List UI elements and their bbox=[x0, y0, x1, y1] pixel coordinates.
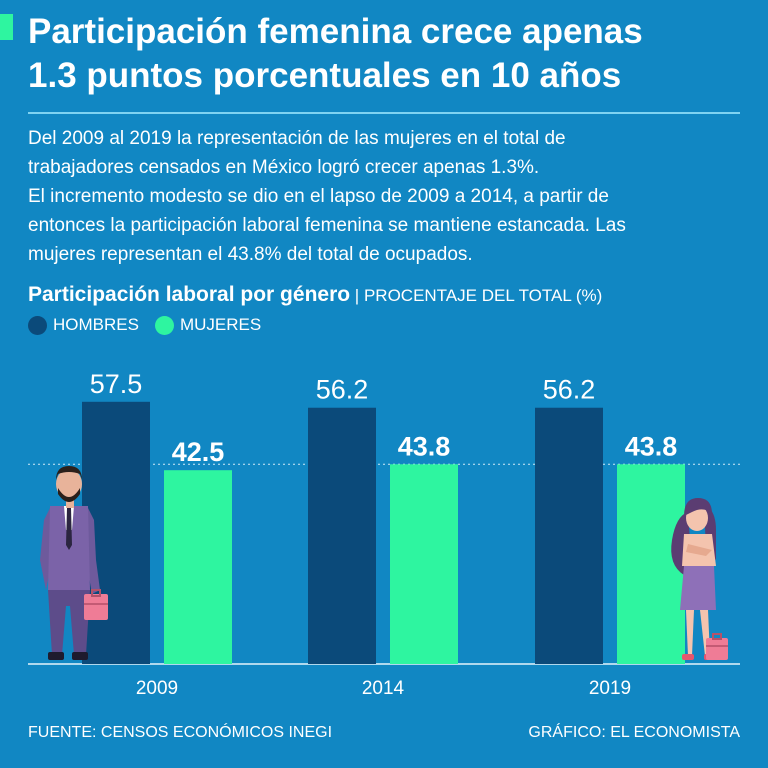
chart-heading: Participación laboral por género | PROCE… bbox=[28, 283, 602, 307]
bar-hombres-2019 bbox=[535, 407, 603, 664]
value-label-mujeres-2014: 43.8 bbox=[398, 431, 451, 461]
value-label-hombres-2014: 56.2 bbox=[316, 375, 369, 405]
title-divider bbox=[28, 112, 740, 114]
bar-hombres-2014 bbox=[308, 407, 376, 664]
value-label-mujeres-2019: 43.8 bbox=[625, 431, 678, 461]
value-label-hombres-2019: 56.2 bbox=[543, 375, 596, 405]
legend-item-mujeres: MUJERES bbox=[154, 315, 262, 335]
intro-text: Del 2009 al 2019 la representación de la… bbox=[28, 124, 743, 269]
bar-mujeres-2009 bbox=[164, 470, 232, 664]
legend-label-hombres: HOMBRES bbox=[53, 315, 139, 334]
title-line-1: Participación femenina crece apenas bbox=[28, 12, 643, 51]
chart-legend: HOMBRES MUJERES bbox=[28, 315, 277, 335]
value-label-hombres-2009: 57.5 bbox=[90, 369, 143, 399]
x-tick-label-2014: 2014 bbox=[362, 678, 405, 699]
legend-label-mujeres: MUJERES bbox=[179, 315, 262, 334]
x-tick-label-2019: 2019 bbox=[589, 678, 631, 699]
bar-mujeres-2014 bbox=[390, 464, 458, 664]
value-labels-group: 57.5 42.5 56.2 43.8 56.2 43.8 bbox=[90, 369, 678, 467]
chart-subtitle: PROCENTAJE DEL TOTAL (%) bbox=[363, 286, 603, 305]
x-tick-labels-group: 2009 2014 2019 bbox=[136, 678, 631, 699]
chart-heading-separator: | bbox=[350, 286, 364, 305]
bar-mujeres-2019 bbox=[617, 464, 685, 664]
chart-title: Participación laboral por género bbox=[28, 283, 351, 306]
legend-swatch-mujeres bbox=[154, 315, 174, 335]
intro-line: mujeres representan el 43.8% del total d… bbox=[28, 244, 473, 265]
credit-note: GRÁFICO: EL ECONOMISTA bbox=[528, 724, 740, 741]
intro-line: entonces la participación laboral femeni… bbox=[28, 215, 626, 236]
legend-item-hombres: HOMBRES bbox=[28, 315, 139, 335]
title-line-2: 1.3 puntos porcentuales en 10 años bbox=[28, 56, 622, 95]
intro-line: trabajadores censados en México logró cr… bbox=[28, 157, 540, 178]
legend-swatch-hombres bbox=[28, 315, 47, 335]
intro-line: El incremento modesto se dio en el lapso… bbox=[28, 186, 609, 207]
woman-illustration-icon bbox=[671, 498, 728, 660]
intro-line: Del 2009 al 2019 la representación de la… bbox=[28, 128, 566, 149]
bars-group bbox=[82, 401, 685, 664]
page-title: Participación femenina crece apenas 1.3 … bbox=[28, 10, 753, 98]
accent-bar bbox=[0, 14, 13, 40]
value-label-mujeres-2009: 42.5 bbox=[172, 437, 225, 467]
x-tick-label-2009: 2009 bbox=[136, 678, 178, 699]
man-illustration-icon bbox=[40, 466, 108, 660]
source-note: FUENTE: CENSOS ECONÓMICOS INEGI bbox=[28, 724, 333, 741]
